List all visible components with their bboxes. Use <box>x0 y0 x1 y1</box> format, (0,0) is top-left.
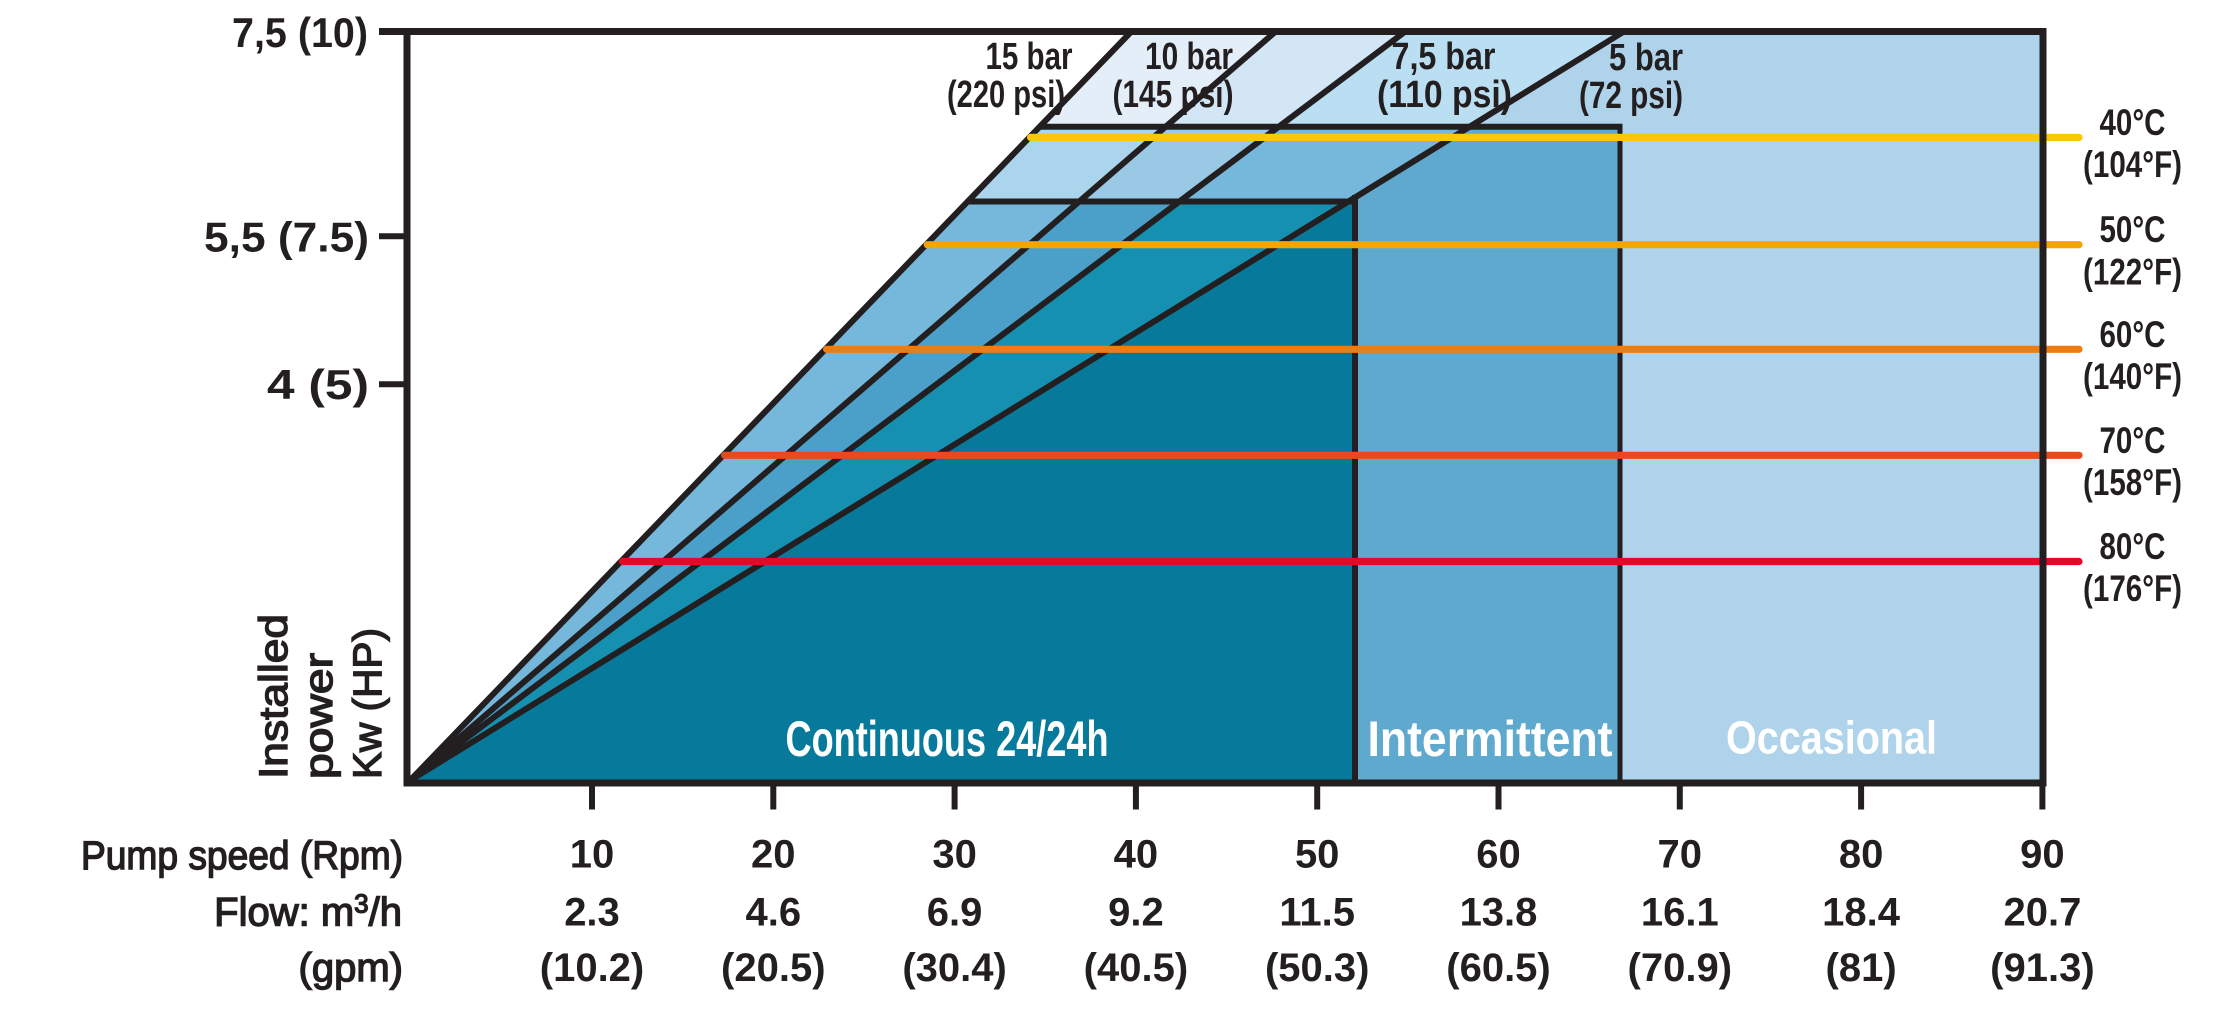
svg-text:13.8: 13.8 <box>1460 891 1538 935</box>
svg-text:7,5 bar: 7,5 bar <box>1392 36 1496 78</box>
svg-text:60°C: 60°C <box>2100 314 2166 355</box>
svg-text:(20.5): (20.5) <box>721 946 826 990</box>
svg-text:18.4: 18.4 <box>1822 891 1901 935</box>
svg-text:Flow: m3/h: Flow: m3/h <box>214 889 402 935</box>
svg-text:(60.5): (60.5) <box>1446 946 1551 990</box>
svg-text:Installed: Installed <box>252 614 296 779</box>
svg-text:(91.3): (91.3) <box>1990 946 2095 990</box>
svg-text:6.9: 6.9 <box>927 891 983 935</box>
svg-text:(158°F): (158°F) <box>2083 462 2182 503</box>
svg-text:Occasional: Occasional <box>1726 712 1937 764</box>
svg-text:2.3: 2.3 <box>564 891 620 935</box>
svg-text:20.7: 20.7 <box>2003 891 2081 935</box>
svg-text:Kw (HP): Kw (HP) <box>346 628 390 779</box>
svg-text:15 bar: 15 bar <box>986 36 1073 78</box>
svg-text:9.2: 9.2 <box>1108 891 1164 935</box>
svg-text:(30.4): (30.4) <box>902 946 1007 990</box>
svg-text:(145 psi): (145 psi) <box>1113 74 1234 116</box>
svg-text:10 bar: 10 bar <box>1145 36 1233 78</box>
svg-text:(50.3): (50.3) <box>1265 946 1370 990</box>
svg-text:7,5 (10): 7,5 (10) <box>232 9 368 56</box>
svg-text:50°C: 50°C <box>2100 209 2166 250</box>
svg-text:11.5: 11.5 <box>1279 891 1355 935</box>
svg-text:70: 70 <box>1658 833 1703 877</box>
svg-text:5 bar: 5 bar <box>1609 37 1683 79</box>
svg-text:80: 80 <box>1839 833 1884 877</box>
svg-text:40°C: 40°C <box>2100 102 2166 143</box>
svg-text:50: 50 <box>1295 833 1340 877</box>
svg-text:10: 10 <box>570 833 615 877</box>
svg-text:16.1: 16.1 <box>1641 891 1719 935</box>
svg-text:(110 psi): (110 psi) <box>1377 74 1512 116</box>
svg-text:(40.5): (40.5) <box>1084 946 1189 990</box>
svg-text:(122°F): (122°F) <box>2083 251 2182 292</box>
svg-text:Pump speed (Rpm): Pump speed (Rpm) <box>81 834 403 878</box>
svg-text:20: 20 <box>751 833 796 877</box>
svg-text:(140°F): (140°F) <box>2083 356 2182 397</box>
svg-text:80°C: 80°C <box>2100 526 2166 567</box>
svg-text:(104°F): (104°F) <box>2083 144 2182 185</box>
svg-text:(176°F): (176°F) <box>2083 568 2182 609</box>
svg-text:60: 60 <box>1476 833 1521 877</box>
svg-text:(81): (81) <box>1826 946 1897 990</box>
svg-text:(220 psi): (220 psi) <box>947 74 1065 116</box>
svg-text:(70.9): (70.9) <box>1628 946 1733 990</box>
svg-text:30: 30 <box>932 833 977 877</box>
svg-text:Continuous 24/24h: Continuous 24/24h <box>786 711 1109 767</box>
svg-text:(gpm): (gpm) <box>299 946 403 990</box>
svg-text:(72 psi): (72 psi) <box>1579 75 1683 117</box>
svg-text:4 (5): 4 (5) <box>267 361 369 408</box>
svg-text:70°C: 70°C <box>2100 420 2166 461</box>
svg-text:40: 40 <box>1114 833 1159 877</box>
svg-text:power: power <box>297 653 341 779</box>
svg-text:Intermittent: Intermittent <box>1368 711 1613 767</box>
svg-text:90: 90 <box>2020 833 2065 877</box>
svg-text:4.6: 4.6 <box>745 891 801 935</box>
svg-text:5,5 (7.5): 5,5 (7.5) <box>204 213 369 260</box>
svg-text:(10.2): (10.2) <box>540 946 645 990</box>
